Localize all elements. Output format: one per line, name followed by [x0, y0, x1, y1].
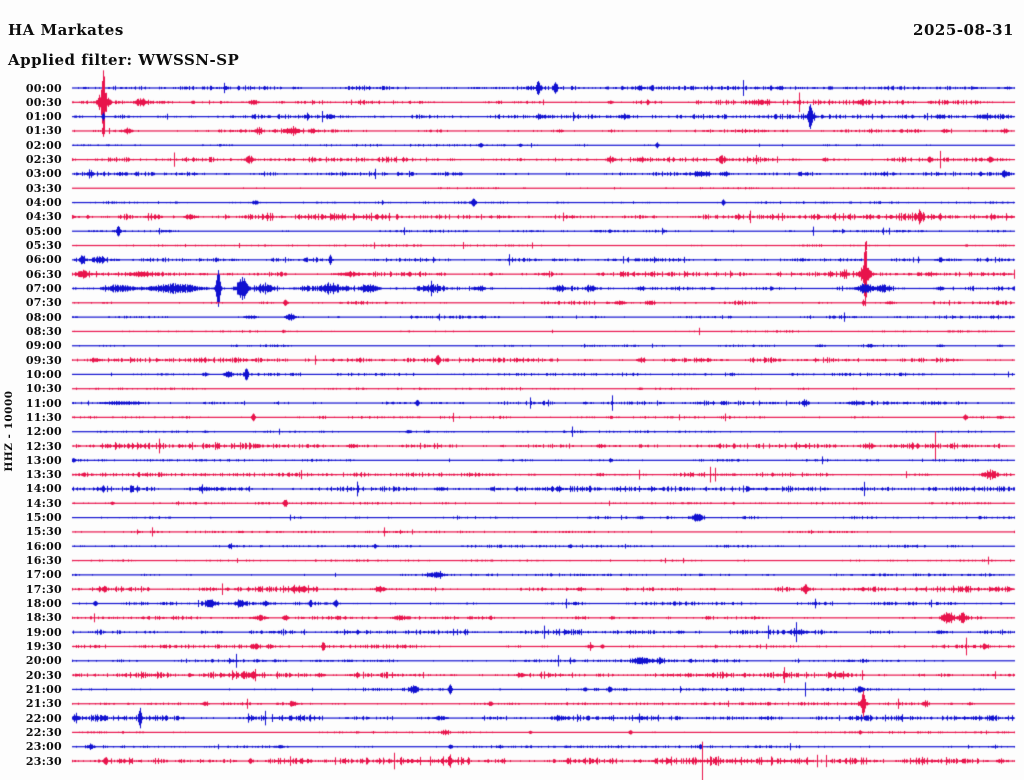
- plot-date: 2025-08-31: [913, 21, 1014, 39]
- station-title: HA Markates: [8, 21, 124, 39]
- applied-filter-label: Applied filter: WWSSN-SP: [8, 51, 240, 69]
- channel-scale-vertical-label: HHZ - 10000: [3, 390, 15, 472]
